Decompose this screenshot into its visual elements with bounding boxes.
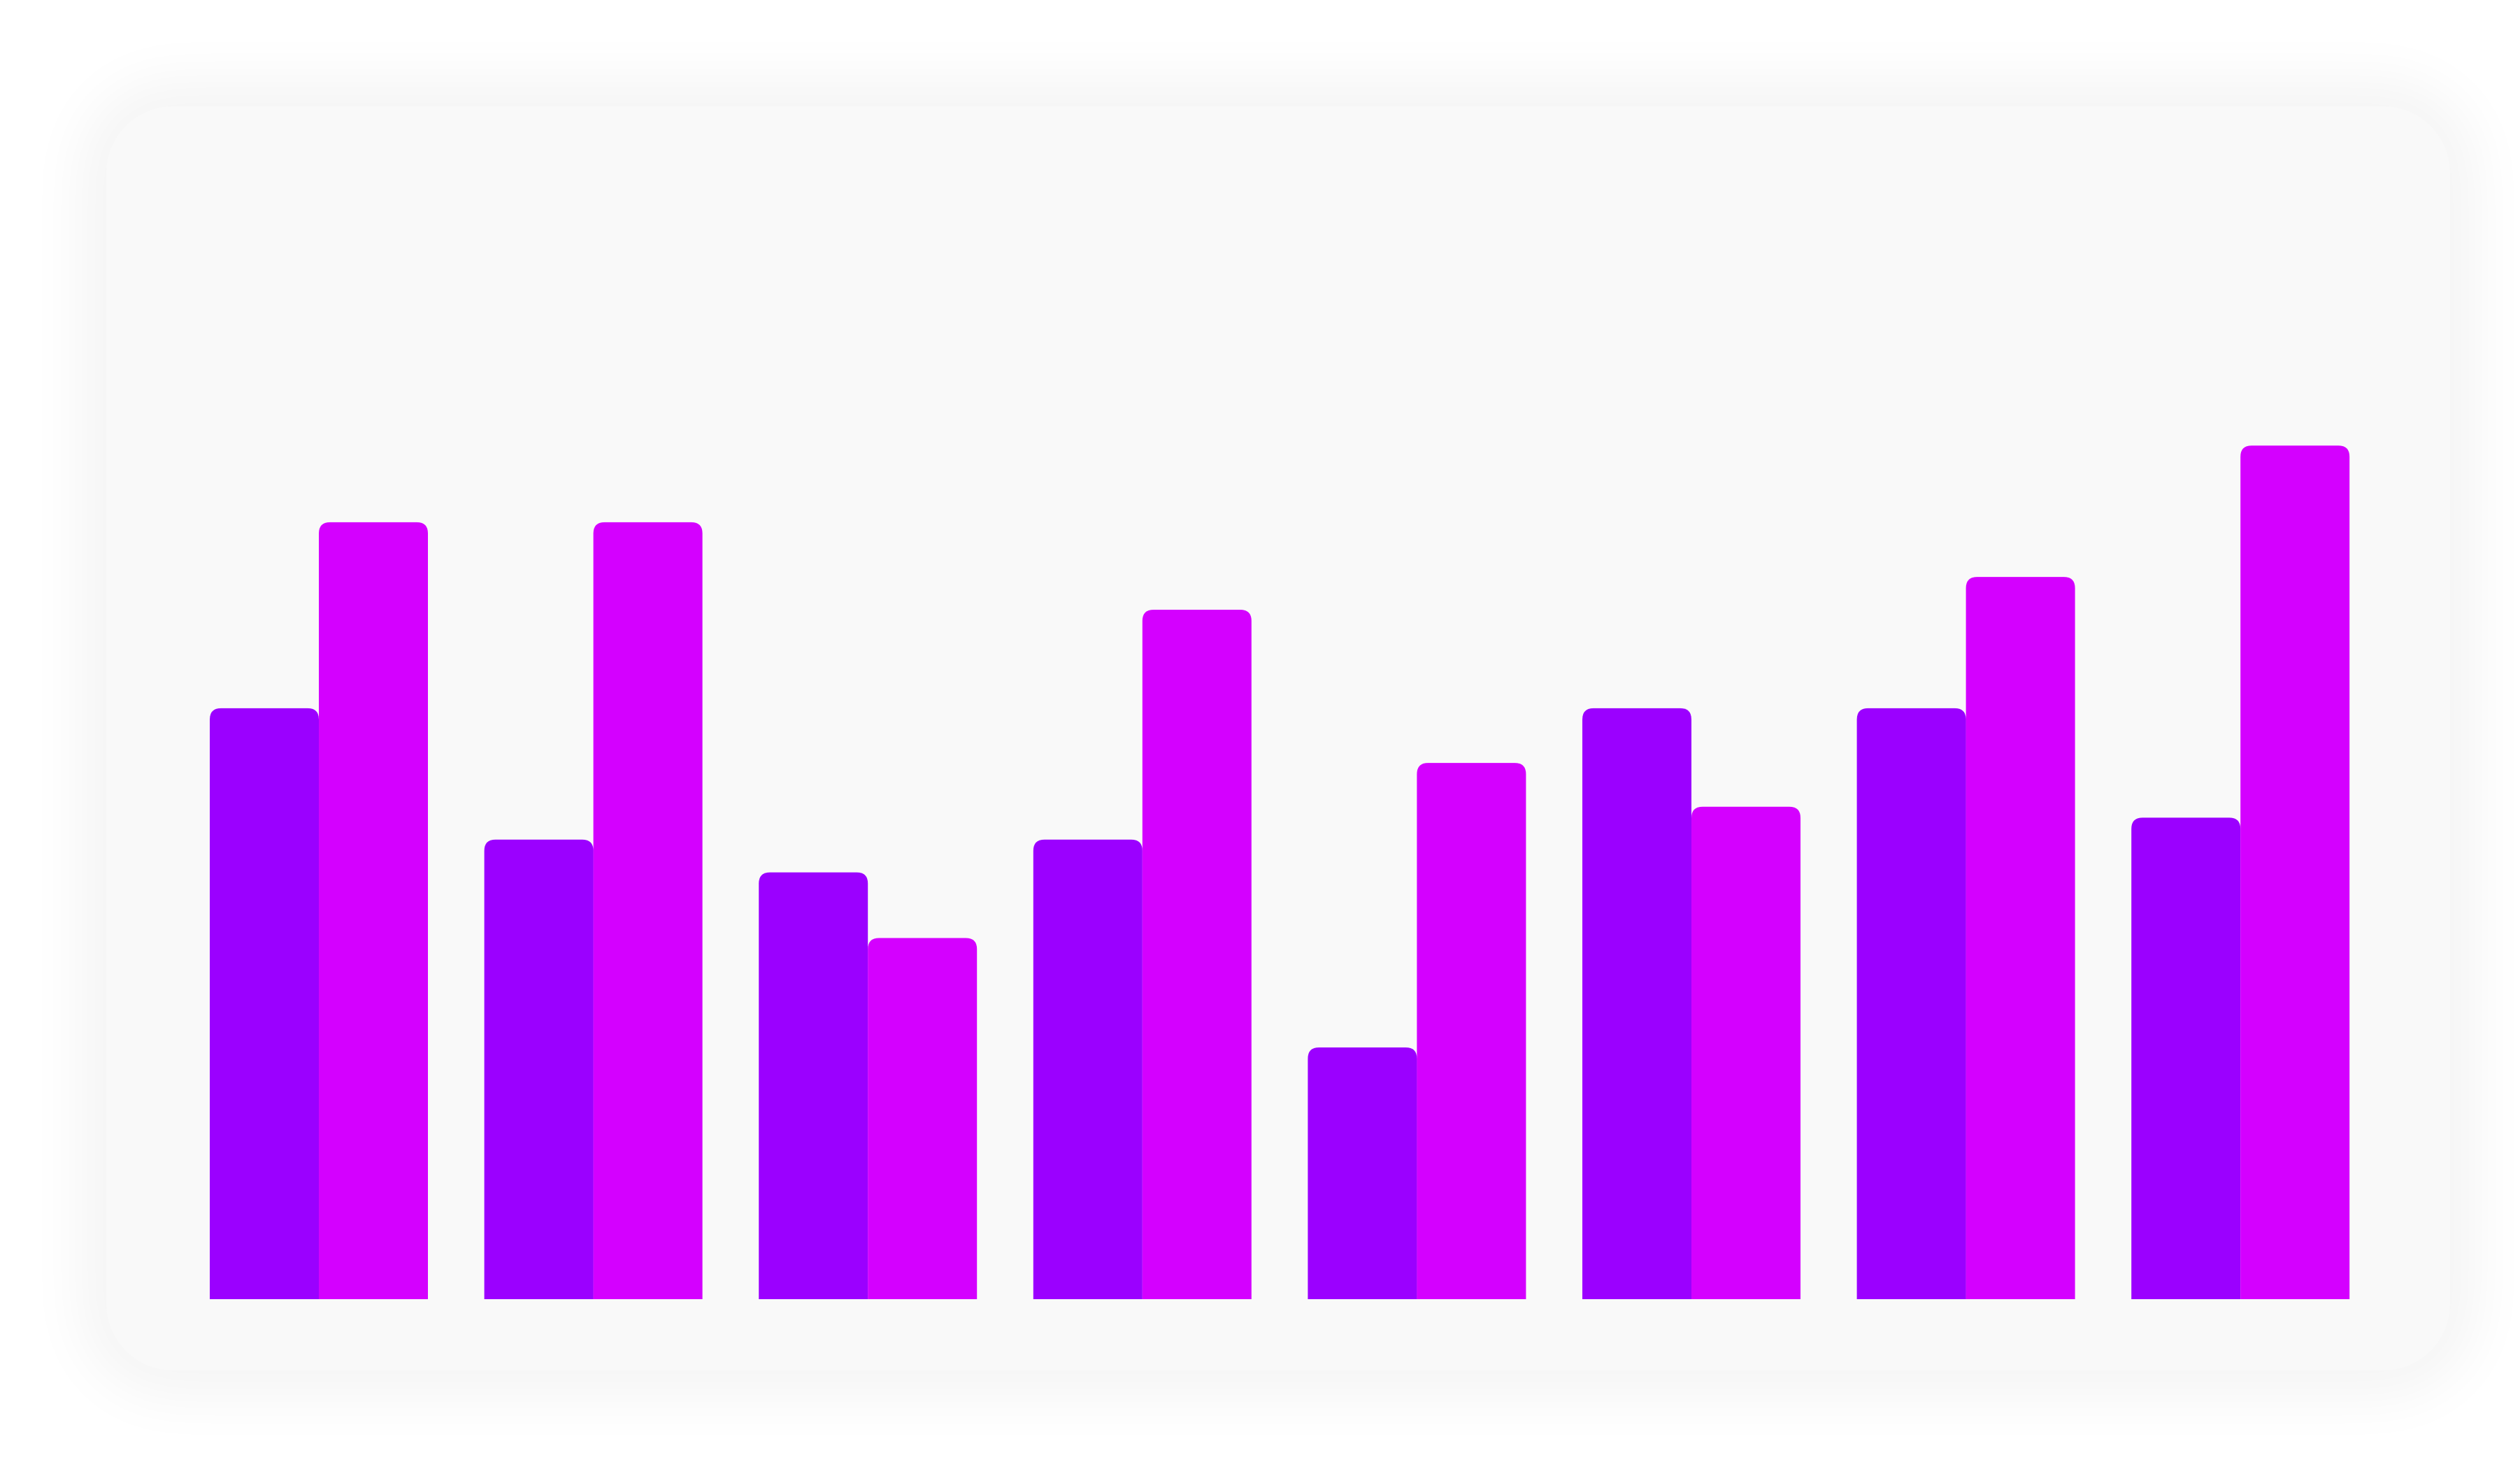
bar-group-8-series-2	[2240, 445, 2350, 1299]
bar-group-8-series-1	[2131, 817, 2241, 1299]
bar-group-3-series-2	[868, 938, 978, 1299]
bar-group-2-series-2	[593, 522, 703, 1299]
bar-group-2-series-1	[484, 839, 594, 1299]
bar-group-4-series-1	[1033, 839, 1143, 1299]
bars-group	[210, 445, 2350, 1299]
bar-group-5-series-2	[1417, 763, 1526, 1299]
bar-group-4-series-2	[1142, 610, 1252, 1299]
bar-group-6-series-2	[1691, 806, 1800, 1299]
bar-group-6-series-1	[1582, 708, 1691, 1299]
bar-group-7-series-2	[1966, 577, 2075, 1299]
bar-group-7-series-1	[1856, 708, 1966, 1299]
bar-group-1-series-1	[210, 708, 319, 1299]
bar-group-3-series-1	[759, 872, 868, 1299]
bar-group-1-series-2	[319, 522, 428, 1299]
bar-group-5-series-1	[1308, 1047, 1417, 1299]
